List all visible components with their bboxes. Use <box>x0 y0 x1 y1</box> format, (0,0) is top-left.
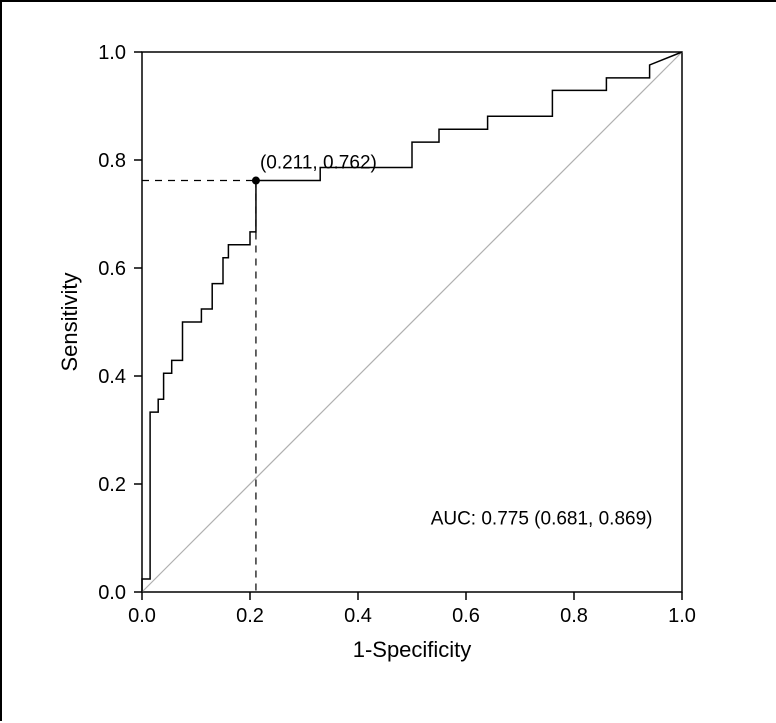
x-axis-label: 1-Specificity <box>353 637 472 662</box>
x-tick-label: 0.2 <box>236 605 264 627</box>
optimal-point-marker <box>252 177 260 185</box>
y-tick-label: 0.2 <box>98 474 126 496</box>
optimal-point-label: (0.211, 0.762) <box>260 153 377 174</box>
x-tick-label: 0.6 <box>452 605 480 627</box>
y-tick-label: 1.0 <box>98 42 126 64</box>
chart-frame: (0.211, 0.762) AUC: 0.775 (0.681, 0.869) 0… <box>0 0 776 721</box>
y-tick-label: 0.0 <box>98 582 126 604</box>
y-tick-label: 0.8 <box>98 150 126 172</box>
y-axis-label: Sensitivity <box>57 272 82 371</box>
x-tick-label: 0.8 <box>560 605 588 627</box>
x-tick-label: 0.0 <box>128 605 156 627</box>
auc-text: AUC: 0.775 (0.681, 0.869) <box>431 509 653 530</box>
y-tick-label: 0.6 <box>98 258 126 280</box>
y-tick-label: 0.4 <box>98 366 126 388</box>
x-tick-label: 0.4 <box>344 605 372 627</box>
x-tick-label: 1.0 <box>668 605 696 627</box>
